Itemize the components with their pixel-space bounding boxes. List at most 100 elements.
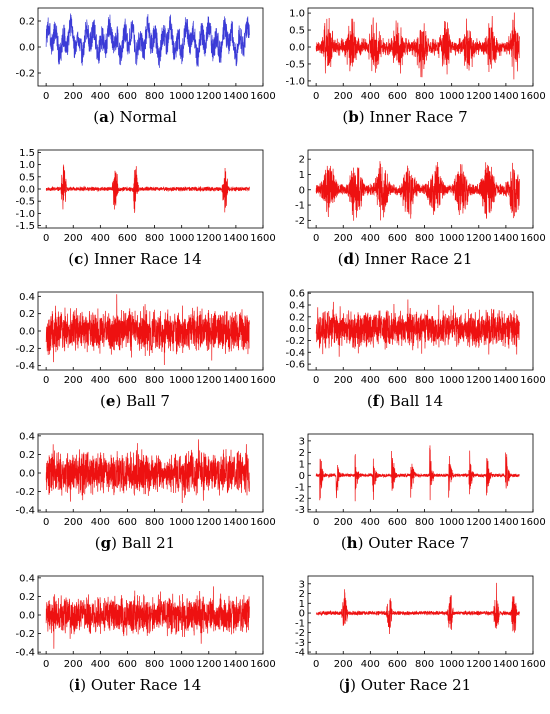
- x-tick-label-e-0: 0: [43, 375, 49, 386]
- caption-g: (g) Ball 21: [0, 534, 270, 552]
- x-tick-label-j-7: 1400: [493, 659, 518, 670]
- x-tick-label-i-6: 1200: [196, 659, 221, 670]
- chart-svg-f: 0 200 400 600 800 1000 1200 1400 1600 0.60.40.20.…: [285, 289, 545, 386]
- caption-paren-close: ): [83, 250, 94, 268]
- y-tick-label-e-3: -0.2: [15, 344, 35, 355]
- chart-panel-i: 0 200 400 600 800 1000 1200 1400 1600 0.4 0.2 0.0 -0…: [0, 568, 275, 708]
- x-tick-label-d-6: 1200: [466, 233, 491, 244]
- caption-text-i: Outer Race 14: [90, 676, 202, 694]
- x-tick-label-j-6: 1200: [466, 659, 491, 670]
- y-tick-label-j-3: 0: [299, 609, 305, 620]
- caption-paren-close: ): [357, 534, 369, 552]
- caption-paren-close: ): [115, 392, 127, 410]
- x-tick-label-f-1: 200: [334, 375, 353, 386]
- x-tick-label-a-8: 1600: [250, 91, 275, 102]
- chart-panel-h: 0 200 400 600 800 1000 1200 1400 1600 3 2 1 0 -1 -2 -3(…: [270, 426, 546, 566]
- x-tick-label-j-4: 800: [415, 659, 434, 670]
- y-tick-label-c-0: 1.5: [19, 148, 35, 159]
- x-tick-label-h-5: 1000: [439, 517, 464, 528]
- caption-e: (e) Ball 7: [0, 392, 270, 410]
- y-tick-label-b-2: 0.0: [289, 43, 305, 54]
- x-tick-label-h-0: 0: [313, 517, 319, 528]
- caption-text-f: Ball 14: [389, 392, 444, 410]
- caption-letter-j: j: [344, 676, 351, 694]
- y-tick-label-h-3: 0: [299, 471, 305, 482]
- x-tick-label-b-5: 1000: [439, 91, 464, 102]
- y-tick-label-g-3: -0.2: [15, 487, 35, 498]
- series-line-a: [45, 13, 250, 68]
- y-tick-label-c-3: 0.0: [19, 185, 35, 196]
- chart-panel-f: 0 200 400 600 800 1000 1200 1400 1600 0.6 0.4 0.2 0.…: [270, 284, 545, 424]
- x-tick-label-a-4: 800: [145, 91, 164, 102]
- x-tick-label-e-8: 1600: [250, 375, 275, 386]
- caption-letter-d: d: [343, 250, 354, 268]
- x-tick-label-j-0: 0: [313, 659, 319, 670]
- x-tick-label-i-1: 200: [64, 659, 83, 670]
- y-tick-label-f-0: 0.6: [289, 289, 305, 300]
- chart-panel-d: 0 200 400 600 800 1000 1200 1400 1600 2 1 0 -1 -2 (d) …: [270, 142, 546, 282]
- y-tick-label-d-2: 0: [299, 185, 305, 196]
- x-tick-label-b-7: 1400: [493, 91, 518, 102]
- x-tick-label-a-1: 200: [64, 91, 83, 102]
- x-tick-label-c-5: 1000: [169, 233, 194, 244]
- caption-paren-open: (: [366, 392, 373, 410]
- y-tick-label-d-0: 2: [299, 155, 305, 166]
- caption-letter-a: a: [99, 108, 109, 126]
- caption-paren-open: (: [94, 534, 101, 552]
- x-tick-label-g-6: 1200: [196, 517, 221, 528]
- chart-svg-g: 0 200 400 600 800 1000 1200 1400 1600 0.4 0.2 0.0 -0…: [15, 431, 275, 528]
- caption-text-c: Inner Race 14: [93, 250, 202, 268]
- caption-j: (j) Outer Race 21: [270, 676, 540, 694]
- caption-paren-open: (: [100, 392, 106, 410]
- x-tick-label-i-8: 1600: [250, 659, 275, 670]
- x-tick-label-b-1: 200: [334, 91, 353, 102]
- x-tick-label-d-0: 0: [313, 233, 319, 244]
- x-tick-label-b-6: 1200: [466, 91, 491, 102]
- y-tick-label-c-2: 0.5: [19, 172, 35, 183]
- x-tick-label-e-5: 1000: [169, 375, 194, 386]
- x-tick-label-h-8: 1600: [520, 517, 545, 528]
- y-tick-label-j-5: -2: [295, 628, 305, 639]
- caption-text-b: Inner Race 7: [369, 108, 468, 126]
- chart-svg-a: 0 200 400 600 800 1000 1200 1400 1600 0.2 0.0 -0.2: [15, 7, 276, 102]
- caption-paren-open: (: [68, 250, 75, 268]
- x-tick-label-h-4: 800: [415, 517, 434, 528]
- y-tick-label-e-4: -0.4: [15, 361, 35, 372]
- y-tick-label-a-0: 0.2: [19, 17, 35, 28]
- x-tick-label-d-3: 600: [388, 233, 407, 244]
- caption-paren-open: (: [342, 108, 349, 126]
- caption-text-j: Outer Race 21: [360, 676, 472, 694]
- x-tick-label-g-8: 1600: [250, 517, 275, 528]
- series-line-h: [315, 445, 520, 502]
- caption-text-g: Ball 21: [121, 534, 176, 552]
- y-tick-label-f-5: -0.4: [285, 348, 305, 359]
- x-tick-label-d-8: 1600: [520, 233, 545, 244]
- x-tick-label-f-5: 1000: [439, 375, 464, 386]
- x-tick-label-c-0: 0: [43, 233, 49, 244]
- y-tick-label-c-6: -1.5: [15, 221, 35, 232]
- series-line-j: [315, 582, 520, 635]
- x-tick-label-e-1: 200: [64, 375, 83, 386]
- y-tick-label-e-0: 0.4: [19, 292, 35, 303]
- y-tick-label-h-2: 1: [299, 459, 305, 470]
- x-tick-label-c-3: 600: [118, 233, 137, 244]
- x-tick-label-c-4: 800: [145, 233, 164, 244]
- plot-frame-j: [307, 575, 534, 655]
- y-tick-label-d-3: -1: [295, 201, 305, 212]
- x-tick-label-d-4: 800: [415, 233, 434, 244]
- caption-paren-close: ): [111, 534, 122, 552]
- caption-paren-open: (: [93, 108, 100, 126]
- chart-panel-b: 0 200 400 600 800 1000 1200 1400 1600 1.0 0.5 0.0 -0…: [270, 0, 546, 140]
- x-tick-label-g-2: 400: [91, 517, 110, 528]
- x-tick-label-c-7: 1400: [223, 233, 248, 244]
- chart-panel-j: 0 200 400 600 800 1000 1200 1400 1600 3 2 1 0 -1 -2 -3-…: [270, 568, 546, 708]
- x-tick-label-e-6: 1200: [196, 375, 221, 386]
- chart-panel-g: 0 200 400 600 800 1000 1200 1400 1600 0.4 0.2 0.0 -0…: [0, 426, 275, 566]
- y-tick-label-h-5: -2: [295, 494, 305, 505]
- series-line-g: [45, 439, 250, 503]
- x-tick-label-g-5: 1000: [169, 517, 194, 528]
- x-tick-label-j-5: 1000: [439, 659, 464, 670]
- y-tick-label-i-1: 0.2: [19, 592, 35, 603]
- chart-panel-c: 0 200 400 600 800 1000 1200 1400 1600 1.5 1.0 0.5 0.…: [0, 142, 275, 282]
- x-tick-label-b-8: 1600: [520, 91, 545, 102]
